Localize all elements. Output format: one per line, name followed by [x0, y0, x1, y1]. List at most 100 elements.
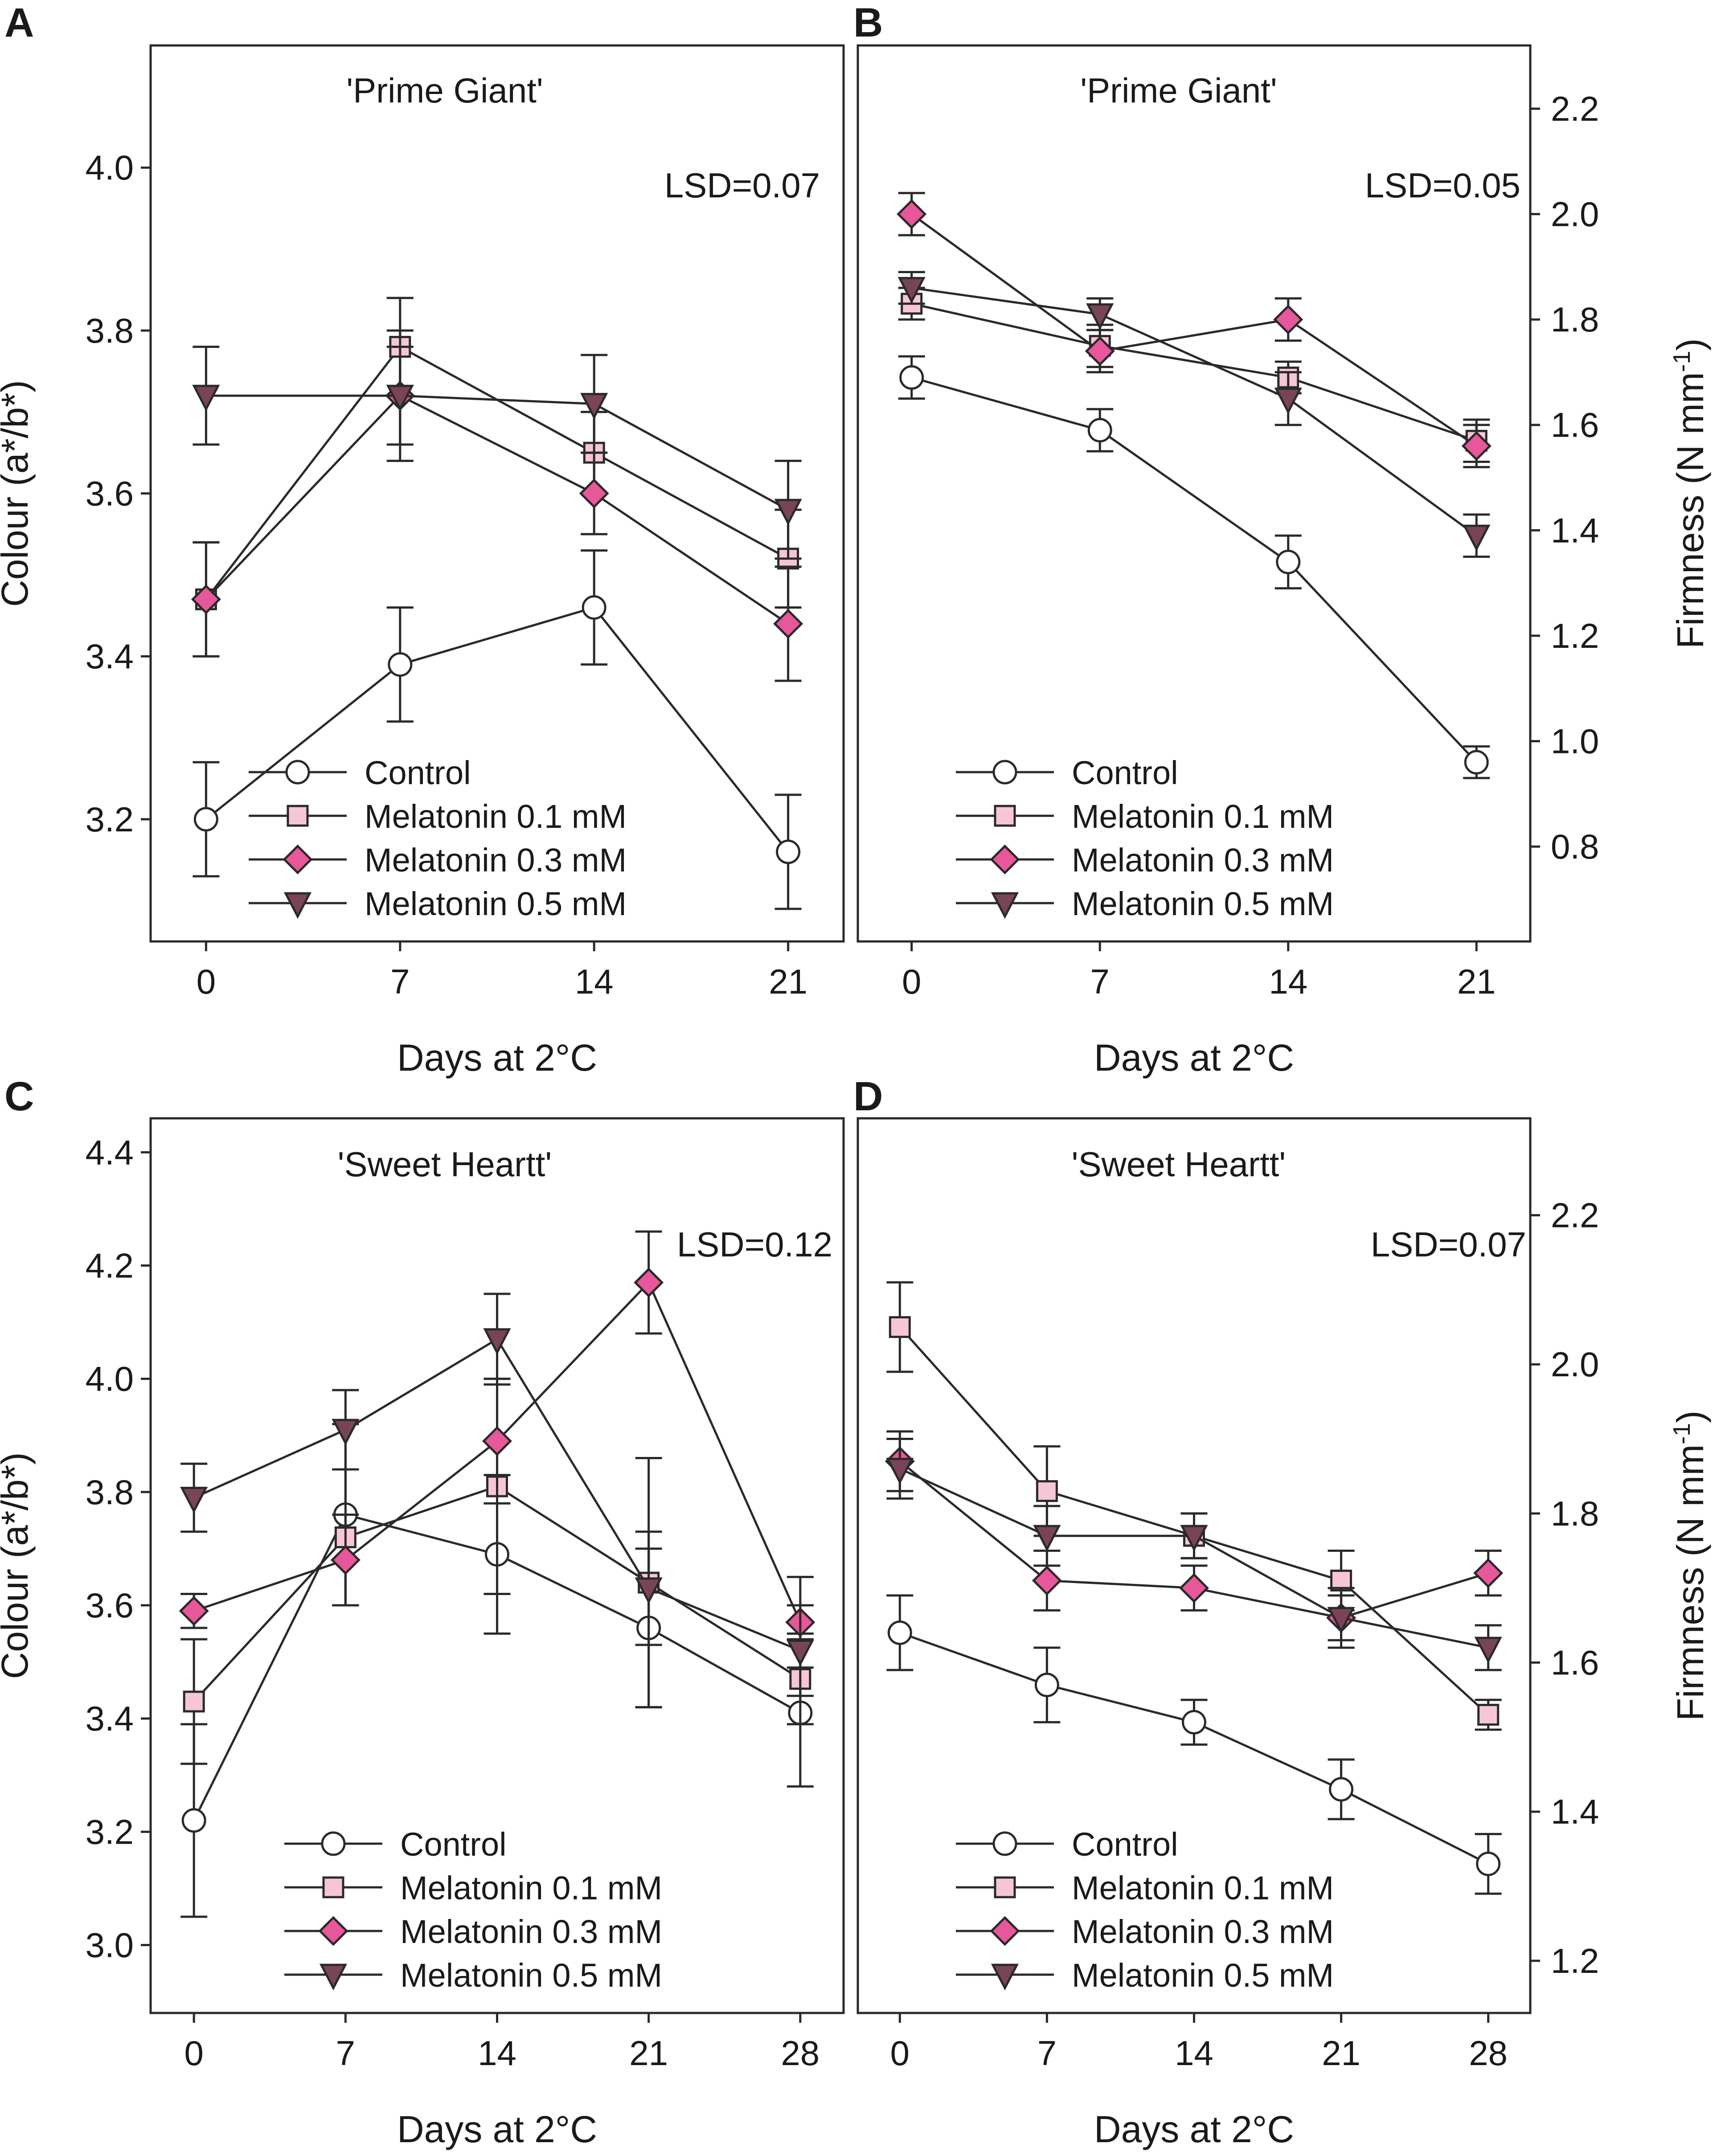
x-axis-label: Days at 2°C: [1094, 1037, 1294, 1079]
panel-label: B: [853, 0, 883, 45]
y-tick-label: 4.4: [86, 1133, 134, 1172]
series-line: [205, 345, 789, 600]
series-2: [193, 297, 802, 658]
series-2: [886, 1281, 1502, 1731]
legend-marker: [321, 1831, 346, 1856]
y-tick-label: 2.0: [1551, 1345, 1599, 1384]
legend-marker: [994, 805, 1016, 827]
cultivar-title: 'Prime Giant': [346, 71, 543, 110]
series-line: [205, 394, 789, 625]
legend-label: Melatonin 0.3 mM: [400, 1913, 662, 1950]
data-point: [1474, 1636, 1502, 1664]
data-point: [897, 277, 926, 304]
series-3: [191, 329, 803, 682]
data-point: [580, 393, 608, 420]
data-point: [635, 1577, 663, 1604]
data-point: [1034, 1673, 1059, 1698]
data-point: [886, 1457, 914, 1485]
x-tick-label: 14: [1175, 2033, 1213, 2073]
y-tick-label: 1.8: [1551, 1494, 1599, 1533]
legend-label: Control: [365, 754, 471, 791]
legend-marker: [283, 892, 312, 919]
data-point: [889, 1316, 911, 1338]
y-axis-label: Colour (a*/b*): [0, 380, 36, 607]
cultivar-title: 'Sweet Heartt': [338, 1145, 552, 1184]
data-point: [1273, 304, 1303, 335]
series-line: [911, 303, 1477, 442]
x-tick-label: 21: [1322, 2033, 1360, 2073]
series-1: [886, 1594, 1502, 1895]
series-4: [180, 1293, 814, 1697]
legend: Control Melatonin 0.1 mM Melatonin 0.3 mM M…: [284, 1826, 662, 1994]
data-point: [1032, 1565, 1062, 1596]
x-axis-label: Days at 2°C: [1094, 2108, 1294, 2150]
data-point: [1182, 1710, 1206, 1735]
x-tick-label: 21: [769, 962, 807, 1001]
x-tick-label: 7: [1037, 2033, 1057, 2073]
data-point: [1085, 336, 1115, 366]
series-1: [898, 355, 1490, 779]
x-axis-label: Days at 2°C: [397, 1037, 597, 1079]
panel-a: A 3.2 3.4 3.6 3.8 4.0 0 7 14 21 Days at 2°C Colour …: [0, 0, 845, 1079]
data-point: [1036, 1480, 1058, 1502]
y-tick-label: 2.2: [1551, 89, 1599, 128]
data-point: [183, 1690, 205, 1713]
legend-label: Melatonin 0.5 mM: [1072, 1957, 1334, 1994]
panel-d: D 1.2 1.4 1.6 1.8 2.0 2.2 0 7 14 21 28 Days at 2°C Fi…: [853, 1074, 1711, 2150]
data-point: [181, 1808, 206, 1833]
data-point: [1461, 431, 1492, 461]
legend: Control Melatonin 0.1 mM Melatonin 0.3 mM M…: [956, 1826, 1334, 1994]
data-point: [776, 839, 801, 864]
data-point: [1476, 1851, 1501, 1876]
y-axis-label-superscript: -1: [1668, 351, 1695, 372]
data-point: [786, 1640, 814, 1667]
data-point: [330, 1545, 361, 1575]
y-tick-label: 3.8: [86, 1473, 134, 1512]
panel-b: B 0.8 1.0 1.2 1.4 1.6 1.8 2.0 2.2 0 7 14 21 Days at 2…: [853, 0, 1711, 1079]
y-tick-label: 3.2: [86, 800, 134, 839]
legend-label: Control: [1072, 754, 1178, 791]
data-point: [774, 499, 802, 526]
panel-c: C 3.0 3.2 3.4 3.6 3.8 4.0 4.2 4.4 0 7 14 21 28 Days at…: [0, 1074, 845, 2150]
x-tick-label: 0: [890, 2033, 910, 2073]
legend-label: Melatonin 0.5 mM: [365, 885, 627, 922]
series-4: [192, 345, 802, 560]
cultivar-title: 'Sweet Heartt': [1072, 1145, 1286, 1184]
legend: Control Melatonin 0.1 mM Melatonin 0.3 mM M…: [249, 754, 627, 922]
x-tick-label: 28: [781, 2033, 820, 2073]
series-line: [911, 376, 1478, 763]
y-tick-label: 1.6: [1551, 405, 1599, 445]
lsd-label: LSD=0.07: [664, 166, 820, 205]
data-point: [192, 385, 220, 412]
x-tick-label: 7: [336, 2033, 355, 2073]
series-line: [206, 394, 789, 511]
x-tick-label: 28: [1469, 2033, 1508, 2073]
data-point: [1329, 1777, 1354, 1802]
data-point: [386, 385, 414, 412]
series-line: [911, 213, 1477, 447]
x-tick-label: 21: [629, 2033, 668, 2073]
data-point: [887, 1620, 912, 1645]
series-2: [898, 286, 1490, 463]
y-axis-label-main: Firmness (N mm: [1669, 1444, 1711, 1721]
data-point: [1276, 549, 1301, 574]
data-point: [1179, 1573, 1209, 1603]
x-axis-label: Days at 2°C: [397, 2108, 597, 2150]
legend-marker: [287, 805, 309, 827]
legend-label: Melatonin 0.5 mM: [1072, 885, 1334, 922]
y-tick-label: 3.8: [86, 311, 134, 350]
y-tick-label: 1.0: [1551, 721, 1599, 761]
data-point: [1087, 418, 1112, 443]
y-tick-label: 1.8: [1551, 300, 1599, 339]
series-3: [897, 192, 1492, 468]
data-point: [1033, 1525, 1061, 1552]
legend-marker: [991, 1964, 1019, 1991]
legend-label: Melatonin 0.3 mM: [1072, 842, 1334, 879]
legend-label: Melatonin 0.3 mM: [365, 842, 627, 879]
y-tick-label: 3.4: [86, 637, 134, 676]
y-tick-label: 0.8: [1551, 827, 1599, 866]
x-tick-label: 14: [1269, 962, 1307, 1001]
panel-label: D: [853, 1074, 883, 1119]
legend-label: Melatonin 0.3 mM: [1072, 1913, 1334, 1950]
y-tick-label: 3.6: [86, 474, 134, 513]
